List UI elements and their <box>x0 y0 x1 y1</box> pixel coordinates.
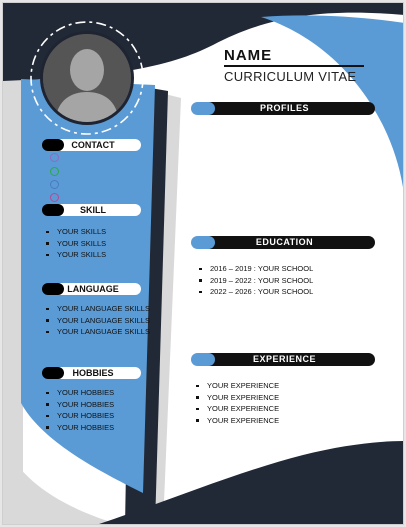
bottom-navy-wave <box>98 441 403 524</box>
contact-heading: CONTACT <box>42 139 141 151</box>
list-item: YOUR HOBBIES <box>45 410 114 422</box>
hobbies-heading: HOBBIES <box>42 367 141 379</box>
avatar-icon <box>43 34 131 122</box>
education-list: 2016 – 2019 : YOUR SCHOOL 2019 – 2022 : … <box>198 263 313 298</box>
language-heading: LANGUAGE <box>42 283 141 295</box>
skill-heading: SKILL <box>42 204 141 216</box>
bottom-grey-shape <box>3 443 117 524</box>
list-item: YOUR LANGUAGE SKILLS <box>45 326 150 338</box>
list-item: YOUR HOBBIES <box>45 399 114 411</box>
mail-icon[interactable] <box>50 167 59 176</box>
web-icon[interactable] <box>50 193 59 202</box>
profile-photo[interactable] <box>40 31 134 125</box>
list-item: YOUR LANGUAGE SKILLS <box>45 315 150 327</box>
list-item: YOUR EXPERIENCE <box>195 415 279 427</box>
list-item: YOUR LANGUAGE SKILLS <box>45 303 150 315</box>
list-item: YOUR SKILLS <box>45 249 106 261</box>
list-item: 2016 – 2019 : YOUR SCHOOL <box>198 263 313 275</box>
profiles-heading: PROFILES <box>191 102 375 115</box>
experience-heading: EXPERIENCE <box>191 353 375 366</box>
list-item: 2022 – 2026 : YOUR SCHOOL <box>198 286 313 298</box>
education-heading: EDUCATION <box>191 236 375 249</box>
name-underline <box>224 65 364 67</box>
top-blue-swoosh <box>261 15 403 188</box>
list-item: YOUR HOBBIES <box>45 422 114 434</box>
list-item: YOUR EXPERIENCE <box>195 380 279 392</box>
cv-subtitle: CURRICULUM VITAE <box>224 69 357 84</box>
language-list: YOUR LANGUAGE SKILLS YOUR LANGUAGE SKILL… <box>45 303 150 338</box>
phone-icon[interactable] <box>50 153 59 162</box>
list-item: YOUR EXPERIENCE <box>195 403 279 415</box>
list-item: YOUR HOBBIES <box>45 387 114 399</box>
list-item: 2019 – 2022 : YOUR SCHOOL <box>198 275 313 287</box>
person-name: NAME <box>224 47 273 64</box>
photo-ring <box>30 21 144 135</box>
list-item: YOUR SKILLS <box>45 238 106 250</box>
location-icon[interactable] <box>50 180 59 189</box>
left-grey-strip <box>3 81 23 524</box>
hobbies-list: YOUR HOBBIES YOUR HOBBIES YOUR HOBBIES Y… <box>45 387 114 433</box>
experience-list: YOUR EXPERIENCE YOUR EXPERIENCE YOUR EXP… <box>195 380 279 426</box>
list-item: YOUR SKILLS <box>45 226 106 238</box>
list-item: YOUR EXPERIENCE <box>195 392 279 404</box>
skill-list: YOUR SKILLS YOUR SKILLS YOUR SKILLS <box>45 226 106 261</box>
